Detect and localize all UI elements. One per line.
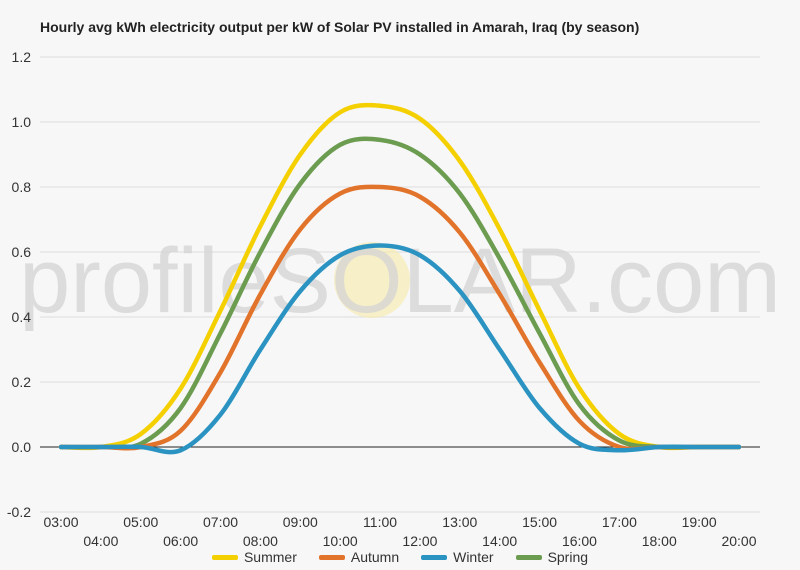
series-line-autumn[interactable] (58, 184, 742, 452)
x-tick-label: 11:00 (363, 514, 397, 530)
x-tick-label: 20:00 (721, 533, 756, 549)
y-tick-label: 1.2 (12, 49, 32, 65)
legend-swatch (515, 554, 542, 560)
x-tick-label: 06:00 (163, 533, 198, 549)
legend-label: Spring (547, 549, 589, 565)
x-tick-label: 16:00 (562, 533, 597, 549)
legend-swatch (318, 554, 345, 560)
x-tick-label: 17:00 (602, 514, 637, 530)
y-tick-label: -0.2 (7, 504, 31, 520)
legend-label: Autumn (350, 549, 400, 565)
series-line-summer[interactable] (58, 102, 742, 451)
x-tick-label: 15:00 (522, 514, 557, 530)
y-tick-label: 0.2 (12, 374, 32, 390)
gridlines (40, 56, 760, 513)
x-tick-label: 18:00 (642, 533, 677, 549)
x-tick-label: 09:00 (283, 514, 318, 530)
chart-title: Hourly avg kWh electricity output per kW… (40, 19, 640, 35)
legend-label: Summer (243, 549, 297, 565)
x-tick-label: 13:00 (442, 514, 477, 530)
legend-swatch (421, 554, 448, 560)
x-tick-label: 19:00 (682, 514, 717, 530)
x-tick-label: 08:00 (243, 533, 278, 549)
x-tick-label: 10:00 (323, 533, 358, 549)
legend: Summer Autumn Winter Spring (0, 549, 800, 565)
x-tick-label: 03:00 (43, 514, 78, 530)
series-lines (58, 102, 742, 455)
legend-item-spring[interactable]: Spring (515, 549, 589, 565)
x-tick-label: 04:00 (83, 533, 118, 549)
legend-label: Winter (453, 549, 494, 565)
watermark-sun (334, 242, 410, 318)
y-tick-label: 0.4 (12, 309, 32, 325)
series-line-spring[interactable] (58, 136, 742, 450)
legend-item-summer[interactable]: Summer (211, 549, 297, 565)
y-tick-label: 1.0 (12, 114, 32, 130)
axes: -0.2 0.0 0.2 0.4 0.6 0.8 1.0 1.2 03:00 04:00 05:00… (7, 49, 760, 549)
legend-item-winter[interactable]: Winter (421, 549, 494, 565)
series-line-winter[interactable] (58, 243, 742, 455)
x-tick-label: 12:00 (402, 533, 437, 549)
y-tick-label: 0.0 (12, 439, 32, 455)
legend-item-autumn[interactable]: Autumn (318, 549, 400, 565)
y-tick-label: 0.6 (12, 244, 32, 260)
legend-swatch (211, 554, 238, 560)
y-tick-label: 0.8 (12, 179, 32, 195)
x-tick-label: 14:00 (482, 533, 517, 549)
x-tick-label: 07:00 (203, 514, 238, 530)
x-tick-label: 05:00 (123, 514, 158, 530)
